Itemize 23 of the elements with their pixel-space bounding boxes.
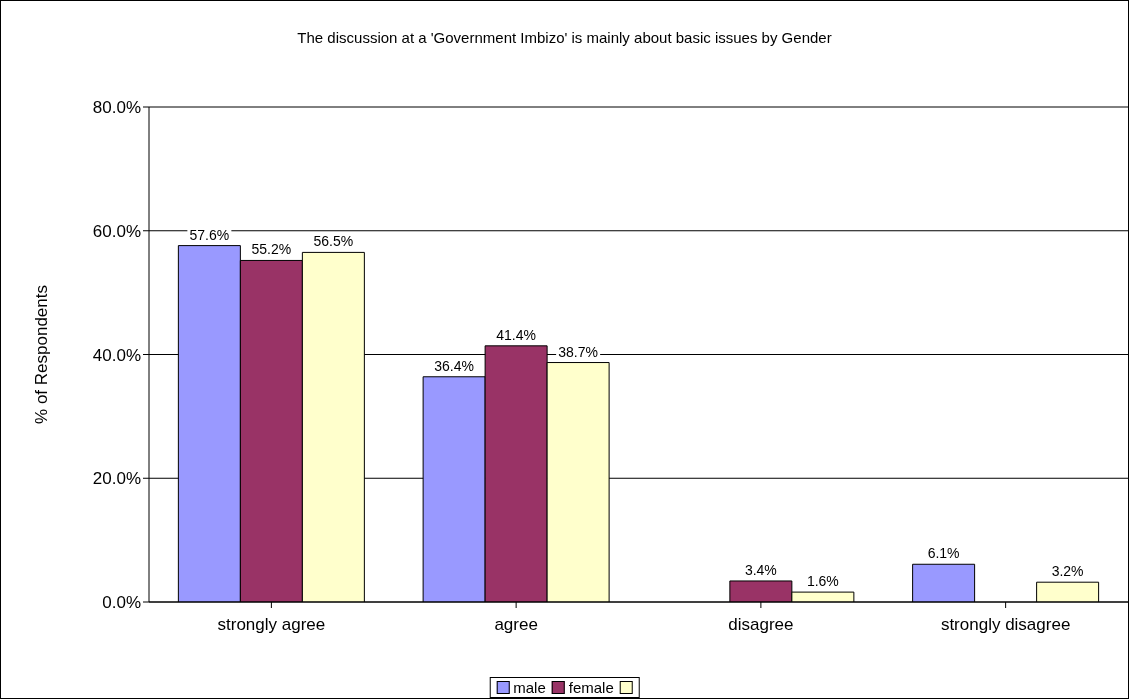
y-axis-title: % of Respondents — [32, 285, 52, 424]
x-tick-label: disagree — [728, 615, 794, 635]
x-tick-label: agree — [494, 615, 538, 635]
y-tick-label: 0.0% — [102, 593, 141, 613]
data-label: 36.4% — [434, 357, 474, 374]
legend-label: female — [568, 679, 614, 696]
data-label: 41.4% — [496, 326, 536, 343]
data-label: 55.2% — [251, 241, 292, 258]
data-label: 57.6% — [189, 226, 230, 243]
y-tick-label: 40.0% — [92, 345, 141, 365]
legend-label: male — [513, 679, 546, 696]
x-tick-label: strongly disagree — [940, 615, 1071, 635]
y-tick-label: 60.0% — [92, 221, 141, 241]
data-label: 3.4% — [744, 561, 777, 578]
y-tick-label: 20.0% — [92, 469, 141, 489]
data-label: 6.1% — [927, 545, 960, 562]
y-tick-label: 80.0% — [92, 98, 141, 118]
chart-title: The discussion at a 'Government Imbizo' is mainly about basic issues by Gender — [296, 29, 833, 46]
data-label: 3.2% — [1051, 563, 1084, 580]
data-label: 1.6% — [806, 573, 839, 590]
data-label: 56.5% — [313, 233, 354, 250]
data-label: 38.7% — [558, 343, 598, 360]
x-tick-label: strongly agree — [217, 615, 326, 635]
